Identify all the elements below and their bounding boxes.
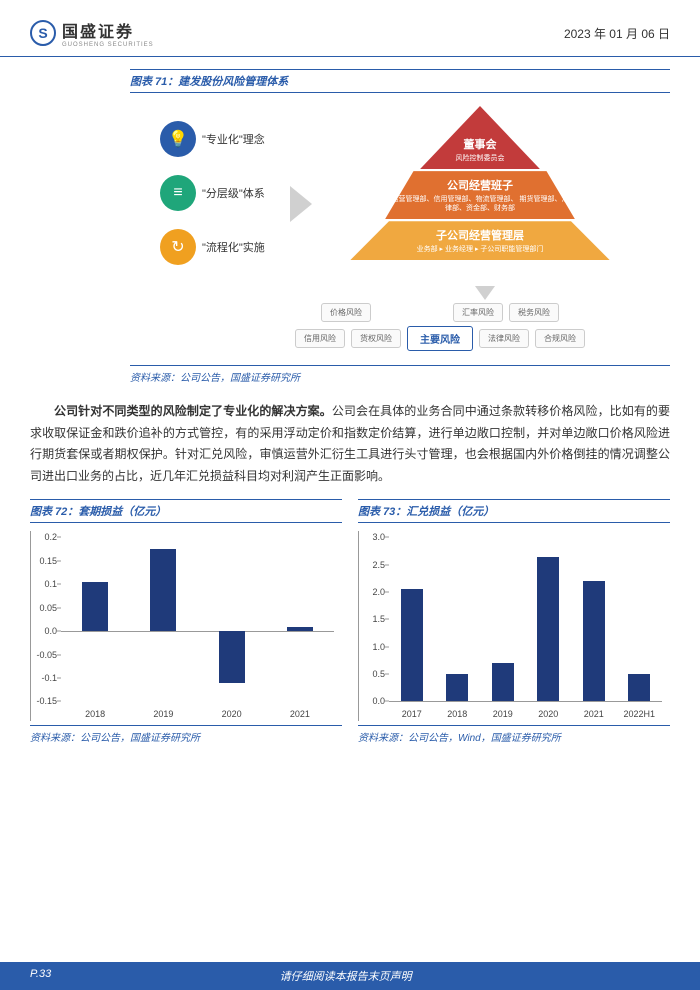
fig73-chart: 0.0 0.5 1.0 1.5 2.0 2.5 3.0 2017 2018 2019 2020 202… (358, 531, 670, 721)
y-tick-label: 1.5 (359, 614, 385, 624)
fig73-source: 资料来源：公司公告，Wind，国盛证券研究所 (358, 725, 670, 747)
x-tick-label: 2018 (85, 709, 105, 719)
risk-box: 价格风险 (321, 303, 371, 322)
page-footer: P.33 请仔细阅读本报告末页声明 (0, 962, 700, 990)
risk-box: 税务风险 (509, 303, 559, 322)
pyramid-mid-sub: 运营管理部、信用管理部、物流管理部、 期货管理部、法律部、资金部、财务部 (389, 195, 571, 213)
risk-boxes: 价格风险 汇率风险 税务风险 信用风险 货权风险 主要风险 法律风险 合规风险 (240, 303, 640, 351)
pyramid-bottom: 子公司经营管理层 业务部 ▸ 业务经理 ▸ 子公司职能管理部门 (350, 221, 610, 260)
concept-label-1: "专业化"理念 (202, 131, 265, 147)
pyramid-top-sub: 风险控制委员会 (424, 154, 536, 163)
page-header: S 国盛证券 GUOSHENG SECURITIES 2023 年 01 月 0… (0, 0, 700, 57)
x-tick-label: 2018 (447, 709, 467, 719)
x-tick-label: 2021 (584, 709, 604, 719)
chart-bar (492, 663, 514, 701)
risk-box: 法律风险 (479, 329, 529, 348)
y-tick-label: 0.15 (31, 556, 57, 566)
body-paragraph: 公司针对不同类型的风险制定了专业化的解决方案。公司会在具体的业务合同中通过条款转… (30, 401, 670, 487)
risk-box: 汇率风险 (453, 303, 503, 322)
y-tick-label: -0.05 (31, 650, 57, 660)
x-tick-label: 2019 (153, 709, 173, 719)
x-tick-label: 2019 (493, 709, 513, 719)
pyramid-top-title: 董事会 (424, 136, 536, 152)
concept-icon-3: ↻ "流程化"实施 (160, 229, 265, 265)
concept-icon-2: ≡ "分层级"体系 (160, 175, 265, 211)
risk-box: 合规风险 (535, 329, 585, 348)
concept-icon-1: 💡 "专业化"理念 (160, 121, 265, 157)
chart-bar (82, 582, 108, 631)
concept-label-3: "流程化"实施 (202, 239, 265, 255)
x-tick-label: 2020 (538, 709, 558, 719)
fig71-diagram: 💡 "专业化"理念 ≡ "分层级"体系 ↻ "流程化"实施 董事会 风险控制委员… (160, 101, 640, 361)
risk-box: 信用风险 (295, 329, 345, 348)
chart-bar (628, 674, 650, 701)
x-tick-label: 2021 (290, 709, 310, 719)
pyramid: 董事会 风险控制委员会 公司经营班子 运营管理部、信用管理部、物流管理部、 期货… (350, 106, 610, 262)
risk-box: 货权风险 (351, 329, 401, 348)
fig72-source: 资料来源：公司公告，国盛证券研究所 (30, 725, 342, 747)
cycle-icon: ↻ (160, 229, 196, 265)
chart-bar (150, 549, 176, 631)
y-tick-label: 2.0 (359, 587, 385, 597)
chart-bar (583, 581, 605, 701)
y-tick-label: 0.0 (31, 626, 57, 636)
chart-bar (219, 631, 245, 683)
logo-area: S 国盛证券 GUOSHENG SECURITIES (30, 18, 154, 48)
fig71-title: 图表 71：建发股份风险管理体系 (130, 69, 670, 93)
pyramid-mid-title: 公司经营班子 (389, 177, 571, 193)
chart-bar (401, 589, 423, 701)
y-tick-label: -0.15 (31, 696, 57, 706)
y-tick-label: 0.2 (31, 532, 57, 542)
chart-bar (287, 627, 313, 631)
page-number: P.33 (30, 968, 51, 984)
x-tick-label: 2020 (222, 709, 242, 719)
y-tick-label: 3.0 (359, 532, 385, 542)
fig71-source: 资料来源：公司公告，国盛证券研究所 (130, 365, 670, 387)
y-tick-label: 0.5 (359, 669, 385, 679)
risk-main-box: 主要风险 (407, 326, 473, 351)
arrow-down-icon (475, 286, 495, 300)
company-name: 国盛证券 (62, 18, 154, 42)
y-tick-label: 0.1 (31, 579, 57, 589)
y-tick-label: 1.0 (359, 642, 385, 652)
y-tick-label: 0.05 (31, 603, 57, 613)
chart-bar (537, 557, 559, 702)
report-date: 2023 年 01 月 06 日 (564, 25, 670, 42)
concept-label-2: "分层级"体系 (202, 185, 265, 201)
y-tick-label: 0.0 (359, 696, 385, 706)
x-tick-label: 2022H1 (623, 709, 655, 719)
y-tick-label: -0.1 (31, 673, 57, 683)
pyramid-middle: 公司经营班子 运营管理部、信用管理部、物流管理部、 期货管理部、法律部、资金部、… (385, 171, 575, 219)
fig72-title: 图表 72：套期损益（亿元） (30, 499, 342, 523)
fig73-title: 图表 73：汇兑损益（亿元） (358, 499, 670, 523)
pyramid-bot-sub: 业务部 ▸ 业务经理 ▸ 子公司职能管理部门 (354, 245, 606, 254)
pyramid-top: 董事会 风险控制委员会 (420, 106, 540, 169)
chart-bar (446, 674, 468, 701)
list-icon: ≡ (160, 175, 196, 211)
bulb-icon: 💡 (160, 121, 196, 157)
pyramid-bot-title: 子公司经营管理层 (354, 227, 606, 243)
body-bold: 公司针对不同类型的风险制定了专业化的解决方案。 (54, 404, 332, 418)
footer-disclaimer: 请仔细阅读本报告末页声明 (280, 968, 412, 984)
arrow-right-icon (290, 186, 312, 222)
y-tick-label: 2.5 (359, 560, 385, 570)
x-tick-label: 2017 (402, 709, 422, 719)
fig72-chart: -0.15 -0.1 -0.05 0.0 0.05 0.1 0.15 0.2 2018 2019 2… (30, 531, 342, 721)
company-subtitle: GUOSHENG SECURITIES (62, 42, 154, 48)
logo-icon: S (30, 20, 56, 46)
